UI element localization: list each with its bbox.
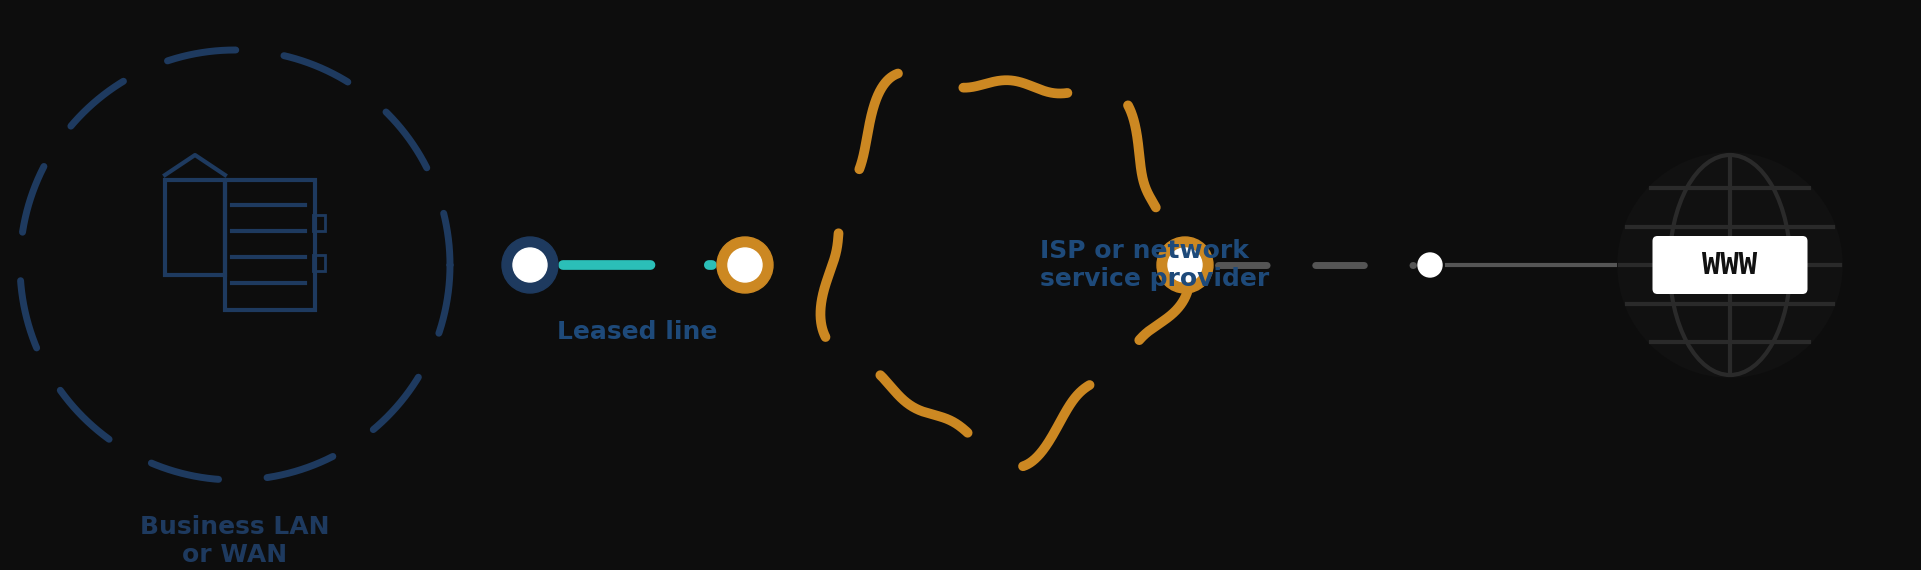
- Bar: [313, 255, 325, 271]
- Bar: [165, 180, 225, 275]
- Text: Leased line: Leased line: [557, 320, 718, 344]
- Circle shape: [1168, 248, 1203, 282]
- Text: ISP or network
service provider: ISP or network service provider: [1039, 239, 1270, 291]
- FancyBboxPatch shape: [1652, 236, 1808, 294]
- Bar: [225, 180, 315, 310]
- Circle shape: [728, 248, 763, 282]
- Circle shape: [501, 237, 557, 293]
- Circle shape: [1418, 253, 1443, 277]
- Circle shape: [1156, 237, 1212, 293]
- Circle shape: [1619, 155, 1840, 375]
- Circle shape: [717, 237, 772, 293]
- Text: WWW: WWW: [1702, 250, 1758, 279]
- Circle shape: [513, 248, 547, 282]
- Bar: [313, 215, 325, 231]
- Text: Business LAN
or WAN: Business LAN or WAN: [140, 515, 330, 567]
